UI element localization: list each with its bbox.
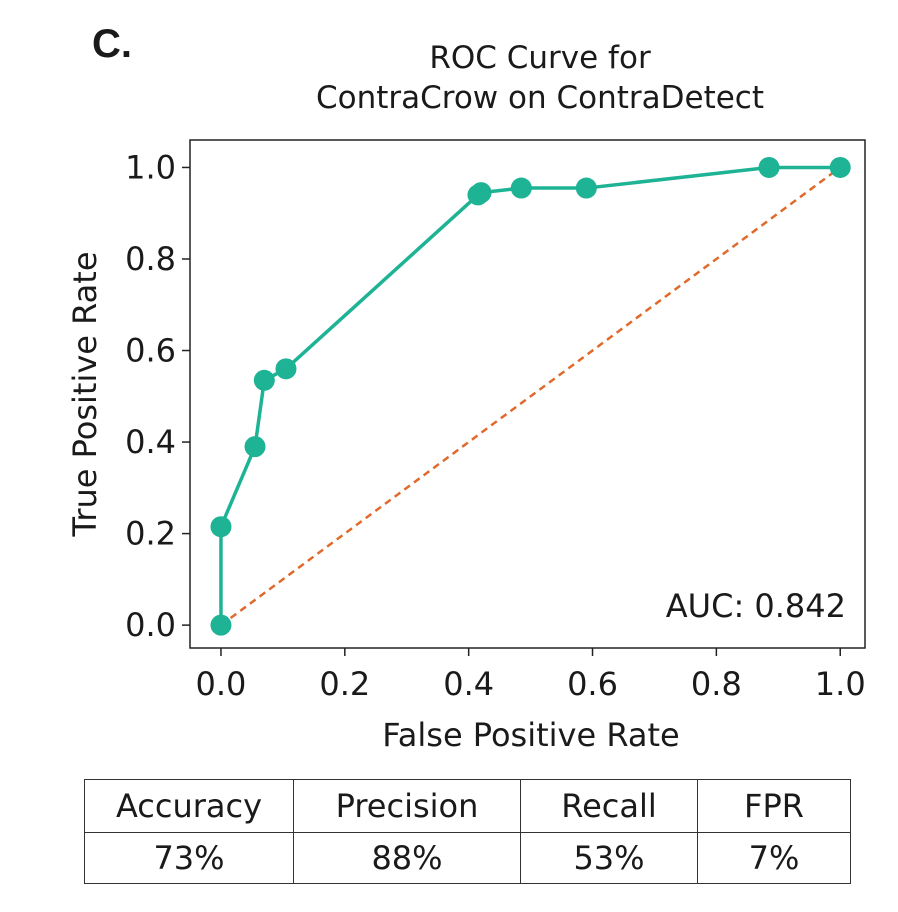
x-tick-label: 0.0 [196,665,247,703]
roc-point [210,516,232,538]
x-tick-label: 0.2 [319,665,370,703]
x-tick-label: 1.0 [815,665,866,703]
value-fpr: 7% [697,832,851,884]
roc-point [275,358,297,380]
chart-title-line-2: ContraCrow on ContraDetect [315,80,765,116]
y-tick-label: 1.0 [125,148,176,186]
roc-point [253,369,275,391]
roc-point [210,614,232,636]
y-axis-label: True Positive Rate [66,251,104,537]
y-tick-label: 0.8 [125,240,176,278]
panel-label: C. [92,22,132,66]
roc-point [829,156,851,178]
plot-frame [189,139,866,649]
y-tick-label: 0.6 [125,332,176,370]
chance-diagonal-line [220,166,841,627]
auc-annotation: AUC: 0.842 [666,587,846,625]
value-accuracy: 73% [84,832,294,884]
header-accuracy: Accuracy [84,779,294,833]
value-recall: 53% [520,832,698,884]
metrics-table: Accuracy Precision Recall FPR 73% 88% 53… [84,779,851,884]
chart-title-line-1: ROC Curve for [429,40,651,76]
header-fpr: FPR [697,779,851,833]
chart-title: ROC Curve for ContraCrow on ContraDetect [190,38,890,118]
roc-chart: 0.0 0.2 0.4 0.6 0.8 1.0 0.0 0.2 0.4 0.6 0.8 1.0 AU… [66,139,866,754]
y-axis: 0.0 0.2 0.4 0.6 0.8 1.0 [125,148,190,644]
value-precision: 88% [293,832,521,884]
x-tick-label: 0.6 [567,665,618,703]
metrics-value-row: 73% 88% 53% 7% [84,832,851,884]
y-tick-label: 0.2 [125,515,176,553]
y-tick-label: 0.4 [125,423,176,461]
roc-point [758,156,780,178]
header-recall: Recall [520,779,698,833]
roc-points [210,156,851,636]
x-axis: 0.0 0.2 0.4 0.6 0.8 1.0 [196,648,866,703]
y-tick-label: 0.0 [125,606,176,644]
roc-point [575,177,597,199]
x-axis-label: False Positive Rate [382,716,679,754]
x-tick-label: 0.8 [691,665,742,703]
roc-point [510,177,532,199]
metrics-header-row: Accuracy Precision Recall FPR [84,779,851,833]
roc-point [244,436,266,458]
x-tick-label: 0.4 [443,665,494,703]
header-precision: Precision [293,779,521,833]
roc-point [470,182,492,204]
